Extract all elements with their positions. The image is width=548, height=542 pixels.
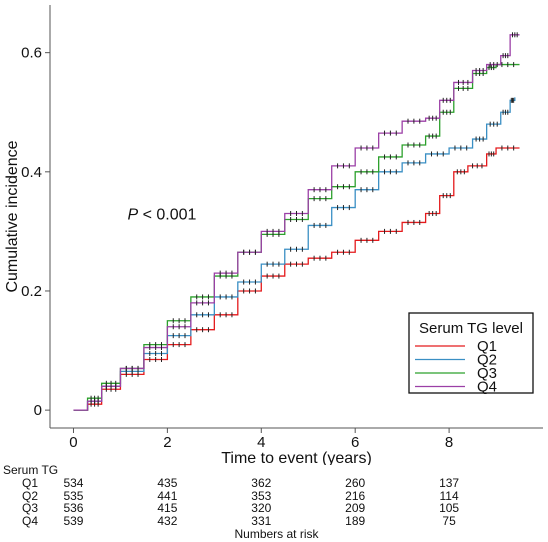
x-tick-label: 6 bbox=[351, 434, 359, 451]
legend-box bbox=[408, 312, 534, 394]
risk-table-header: Serum TG bbox=[3, 463, 59, 477]
y-tick-label: 0.4 bbox=[21, 164, 42, 181]
x-tick-label: 2 bbox=[163, 434, 171, 451]
p-symbol: P bbox=[127, 206, 138, 223]
risk-value-q1: 362 bbox=[251, 476, 272, 490]
p-value-text: < 0.001 bbox=[138, 206, 196, 223]
risk-row-label-q2: Q2 bbox=[22, 488, 39, 503]
numbers-at-risk-table: Serum TG Q1 534 435 362 260 137 Q2 535 441 353 216 1… bbox=[0, 463, 548, 542]
risk-value-q3: 209 bbox=[345, 501, 366, 515]
risk-value-q4: 539 bbox=[63, 513, 84, 528]
legend-label-q4: Q4 bbox=[477, 379, 497, 396]
chart-annotation: P < 0.001 bbox=[127, 206, 196, 223]
risk-value-q2: 535 bbox=[63, 488, 84, 503]
y-tick-label: 0.2 bbox=[21, 283, 42, 300]
risk-value-q2: 353 bbox=[251, 488, 272, 503]
risk-value-q4: 189 bbox=[345, 513, 366, 528]
legend-label-q2: Q2 bbox=[477, 352, 497, 369]
x-tick-label: 8 bbox=[445, 434, 453, 451]
chart-axes: 0 2 4 6 8 0 0.2 0.4 0.6 Time to event (years) Cumu… bbox=[4, 5, 543, 465]
risk-row-label-q4: Q4 bbox=[22, 513, 39, 528]
risk-value-q3: 536 bbox=[63, 501, 84, 515]
risk-value-q1: 260 bbox=[345, 476, 366, 490]
risk-value-q2: 114 bbox=[439, 488, 459, 503]
legend-label-q3: Q3 bbox=[477, 365, 497, 382]
risk-value-q3: 415 bbox=[157, 501, 178, 515]
risk-value-q1: 137 bbox=[439, 476, 460, 490]
risk-value-q1: 534 bbox=[63, 476, 84, 490]
chart-curves bbox=[73, 32, 520, 411]
risk-table-caption: Numbers at risk bbox=[234, 527, 319, 541]
x-tick-label: 0 bbox=[69, 434, 77, 451]
risk-value-q3: 320 bbox=[251, 501, 272, 515]
cumulative-incidence-chart: 0 2 4 6 8 0 0.2 0.4 0.6 Time to event (years) Cumu… bbox=[4, 5, 543, 465]
risk-value-q2: 216 bbox=[345, 488, 366, 503]
x-axis-title: Time to event (years) bbox=[221, 450, 372, 465]
legend-title: Serum TG level bbox=[419, 320, 523, 337]
x-tick-label: 4 bbox=[257, 434, 265, 451]
risk-row-label-q3: Q3 bbox=[22, 501, 39, 515]
y-tick-label: 0 bbox=[34, 402, 42, 419]
risk-value-q4: 75 bbox=[442, 513, 456, 528]
risk-value-q4: 331 bbox=[251, 513, 272, 528]
risk-row-label-q1: Q1 bbox=[22, 476, 39, 490]
risk-value-q3: 105 bbox=[439, 501, 460, 515]
risk-value-q4: 432 bbox=[157, 513, 178, 528]
p-value-annotation: P < 0.001 bbox=[127, 206, 196, 223]
y-axis-title: Cumulative incidence bbox=[4, 140, 21, 292]
legend-label-q1: Q1 bbox=[477, 338, 497, 355]
risk-value-q1: 435 bbox=[157, 476, 178, 490]
y-tick-label: 0.6 bbox=[21, 45, 42, 62]
risk-value-q2: 441 bbox=[157, 488, 178, 503]
